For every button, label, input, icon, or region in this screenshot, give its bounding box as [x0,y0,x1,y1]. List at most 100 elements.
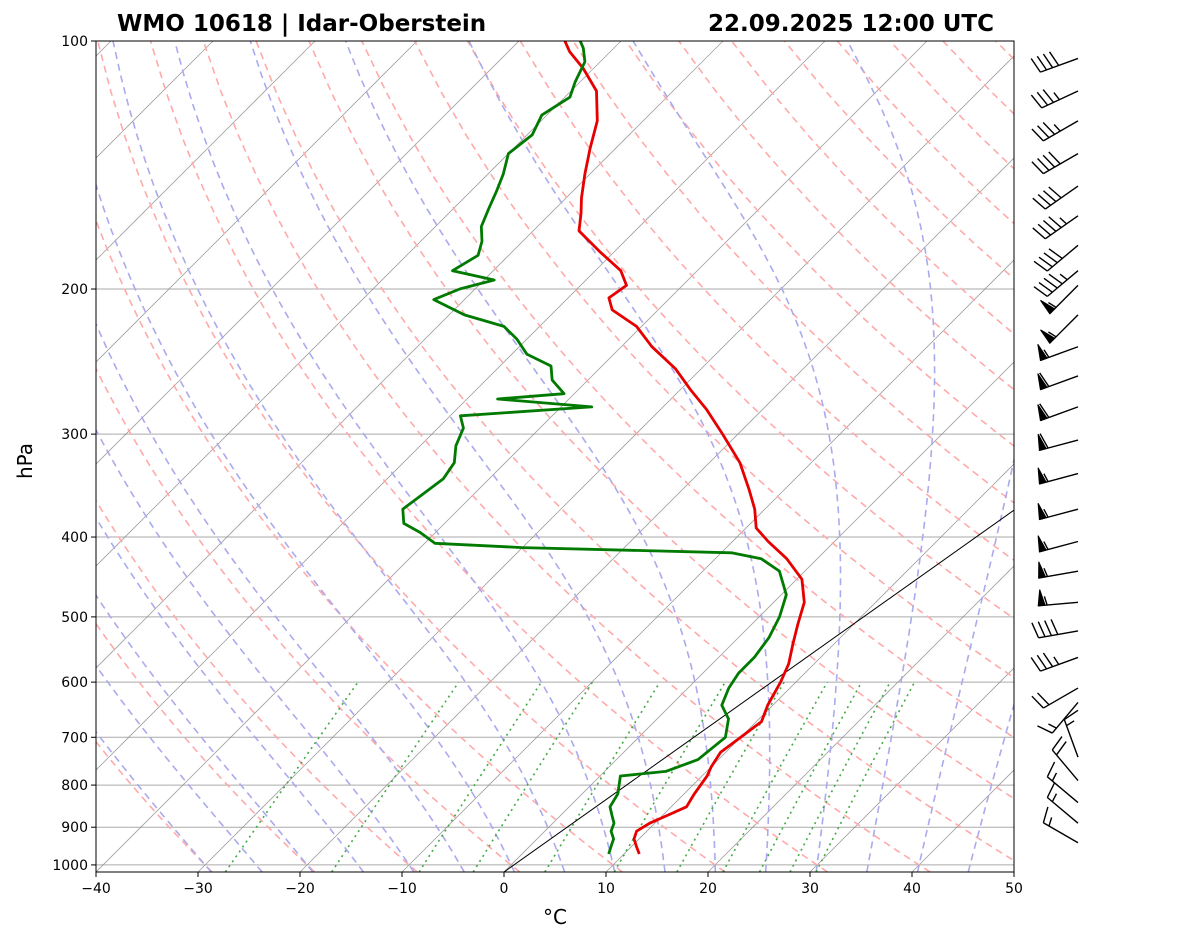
dry-adiabat [1049,41,1181,872]
wind-barb [1046,761,1079,804]
wind-barb-halfflag [1048,301,1057,308]
wind-barb [1037,372,1079,391]
y-tick-label: 400 [61,530,88,546]
wind-barb [1040,284,1079,315]
dry-adiabat [995,41,1014,61]
wind-barb-flag [1037,193,1052,206]
wind-barb-staff [1043,120,1079,142]
dry-adiabat [572,41,1014,504]
wind-barb-pennant [1037,503,1047,521]
wind-barb [1031,619,1079,639]
wind-barb-flag [1051,736,1063,751]
wind-barb-staff [1041,90,1079,109]
mixing-ratio-line [331,681,460,872]
wind-barb-pennant [1040,329,1056,344]
wind-barb [1030,89,1079,109]
moist-adiabat [967,701,1014,872]
isotherm-line [1013,871,1014,872]
dry-adiabat [678,41,1014,391]
dry-adiabat [96,367,521,872]
wind-barb-flag [1042,219,1057,232]
plot-area [0,41,1181,872]
wind-barb [1037,403,1079,422]
moist-adiabat [916,456,1014,872]
wind-barb-staff [1044,215,1079,240]
wind-barb-flag [1043,252,1058,264]
wind-barb-flag [1037,125,1050,139]
dewpoint-profile [401,41,788,855]
wind-barb-flag [1037,725,1053,734]
wind-barb-flag [1038,281,1053,293]
wind-barb [1031,687,1079,709]
x-tick-label: −40 [81,881,111,897]
isotherm-line [197,55,1014,872]
wind-barb [1040,314,1079,344]
wind-barb-halfflag [1043,508,1049,518]
wind-barb-halfflag [1048,723,1057,729]
wind-barb-flag [1037,223,1052,236]
wind-barb-halfflag [1053,656,1060,665]
wind-barb-staff [1063,719,1079,758]
moist-adiabat [344,41,717,872]
isotherm-line [299,157,1014,872]
wind-barb-flag [1048,186,1062,199]
moist-adiabat [112,41,566,872]
dry-adiabat [96,41,726,872]
wind-barb-halfflag [1043,473,1049,482]
wind-barb-halfflag [1053,123,1061,132]
moist-adiabat [173,41,616,872]
mixing-ratio-line [815,681,916,872]
isotherm-line [96,41,520,465]
moist-adiabat [96,516,365,872]
wind-barb-flag [1039,403,1050,418]
y-tick-label: 300 [61,427,88,443]
moist-adiabat [96,322,465,872]
temperature-profile [563,41,806,855]
wind-barb-pennant [1037,404,1048,422]
mixing-ratio-line [722,681,828,872]
wind-barb [1063,709,1079,758]
wind-barb [1038,561,1079,579]
wind-barb [1037,344,1079,362]
wind-barb-flag [1032,227,1046,240]
wind-barb-flag [1042,89,1055,103]
wind-barb-flag [1046,761,1056,778]
wind-barb-pennant [1040,299,1056,315]
isotherm-line [809,667,1014,872]
y-tick-label: 1000 [52,858,88,874]
chart-title-time: 22.09.2025 12:00 UTC [708,11,994,37]
wind-barb-pennant [1037,467,1047,485]
dry-adiabat [308,41,1014,800]
isotherm-line [96,41,928,872]
wind-barb-pennant [1037,373,1048,391]
y-axis: 100 200 300 400 500 600 700 800 900 1000 [52,34,96,874]
wind-barb-pennant [1038,561,1047,579]
wind-barb-pennant [1037,433,1047,452]
wind-barb-halfflag [1059,217,1068,225]
wind-barb-staff [1044,185,1079,210]
wind-barb-flag [1048,273,1063,285]
wind-barb-halfflag [1043,567,1049,577]
x-tick-label: −30 [183,881,213,897]
wind-barb-staff [1046,270,1079,297]
wind-barb-pennant [1037,589,1046,607]
wind-barb-staff [1051,701,1079,734]
y-tick-label: 800 [61,778,88,794]
wind-barb-flag [1043,277,1058,289]
wind-barb-staff [1040,656,1079,672]
wind-barb-flag [1037,692,1050,706]
y-tick-label: 200 [61,282,88,298]
isotherm-line [96,41,316,261]
wind-barb [1042,806,1079,844]
y-tick-label: 500 [61,610,88,626]
x-tick-label: 20 [699,881,717,897]
wind-barb [1051,736,1079,782]
wind-barb-staff [1051,749,1079,782]
isotherm-line [0,41,9,872]
wind-barb-staff [1043,822,1079,844]
moist-adiabat [468,41,771,872]
wind-barb-staff [1046,244,1079,272]
dry-adiabat [783,41,1014,280]
wind-barb-halfflag [1043,349,1050,358]
isotherm-line [96,41,622,567]
